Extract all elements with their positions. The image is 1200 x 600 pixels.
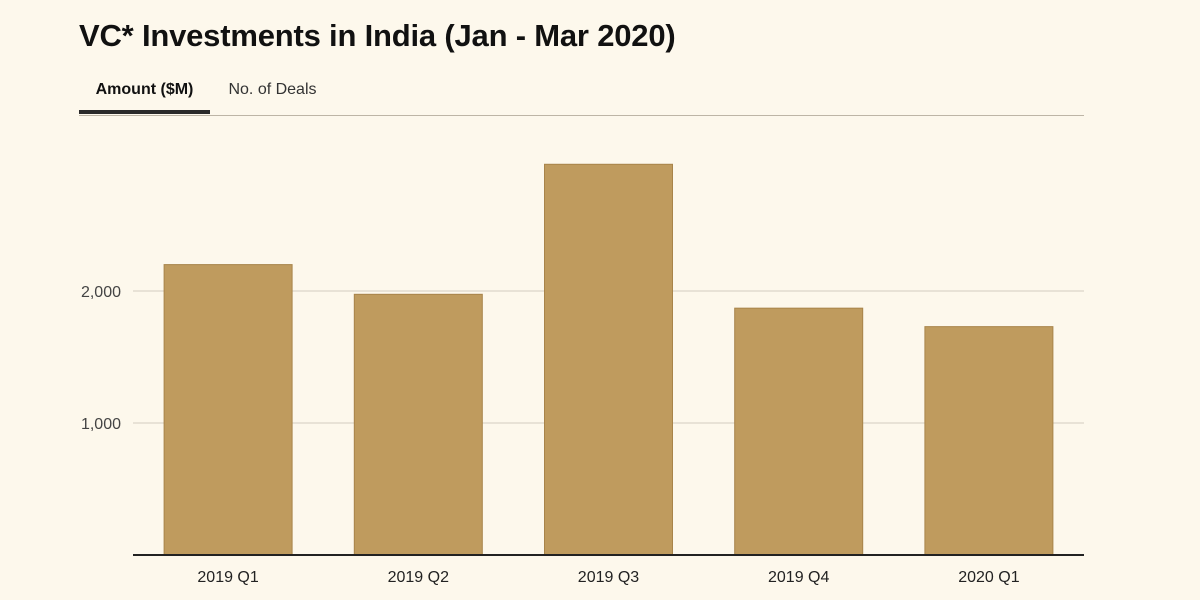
tab-bar: Amount ($M) No. of Deals [79, 70, 1084, 116]
bar [734, 307, 864, 556]
tab-amount[interactable]: Amount ($M) [79, 70, 210, 114]
x-tick-label: 2019 Q2 [388, 569, 449, 586]
bar [924, 326, 1054, 556]
x-tick-label: 2019 Q4 [768, 569, 829, 586]
y-tick-label: 1,000 [81, 416, 121, 433]
y-tick-label: 2,000 [81, 284, 121, 301]
bar [544, 163, 673, 556]
x-tick-label: 2019 Q3 [578, 569, 639, 586]
bar [353, 293, 483, 556]
bar [163, 264, 293, 556]
tab-no-of-deals[interactable]: No. of Deals [228, 81, 317, 98]
chart-title: VC* Investments in India (Jan - Mar 2020… [79, 18, 676, 53]
x-tick-label: 2019 Q1 [197, 569, 258, 586]
x-tick-label: 2020 Q1 [958, 569, 1019, 586]
